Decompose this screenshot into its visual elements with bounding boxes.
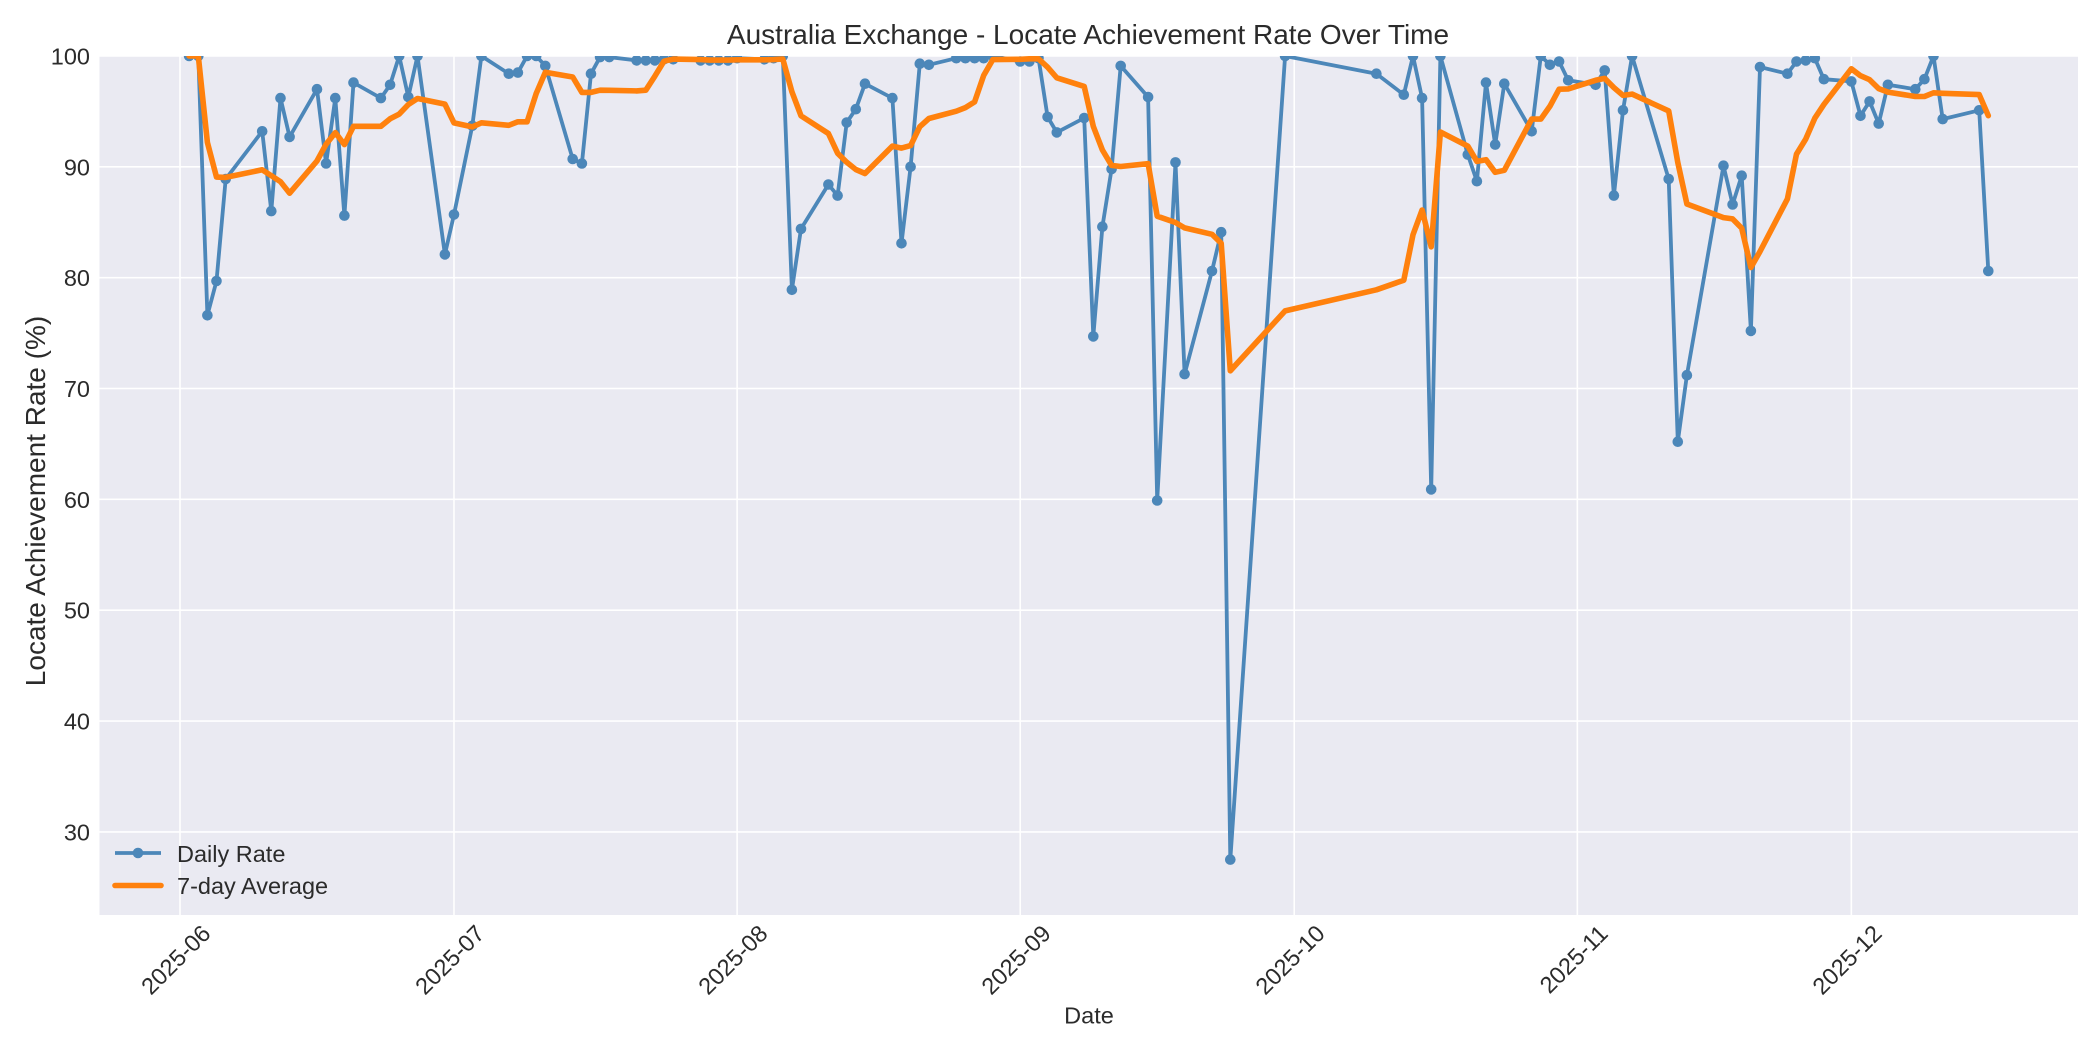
svg-text:60: 60 (64, 487, 90, 513)
svg-text:30: 30 (64, 819, 90, 845)
svg-text:Daily Rate: Daily Rate (177, 841, 285, 867)
svg-text:50: 50 (64, 598, 90, 624)
svg-text:100: 100 (51, 44, 90, 70)
svg-text:80: 80 (64, 265, 90, 291)
svg-text:90: 90 (64, 154, 90, 180)
svg-text:Date: Date (1064, 1003, 1114, 1029)
svg-text:Locate Achievement Rate (%): Locate Achievement Rate (%) (20, 316, 51, 686)
svg-text:40: 40 (64, 709, 90, 735)
svg-text:7-day Average: 7-day Average (177, 873, 328, 899)
svg-text:70: 70 (64, 376, 90, 402)
svg-text:Australia Exchange - Locate Ac: Australia Exchange - Locate Achievement … (727, 19, 1449, 50)
